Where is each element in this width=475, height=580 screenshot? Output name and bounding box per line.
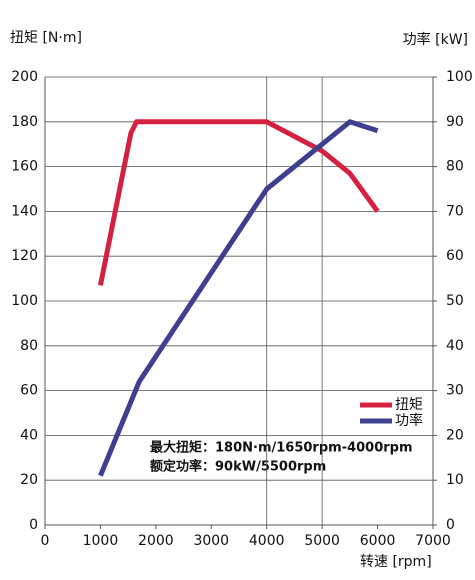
y2-tick-label: 10: [446, 472, 464, 488]
x-tick-label: 7000: [415, 533, 451, 549]
x-tick-label: 2000: [138, 533, 174, 549]
y-tick-label: 140: [11, 203, 38, 219]
y2-tick-label: 100: [446, 69, 473, 85]
y2-tick-label: 0: [446, 517, 455, 533]
y2-axis-label: 功率 [kW]: [403, 31, 468, 48]
legend-label: 功率: [395, 412, 423, 429]
y-axis-label: 扭矩 [N·m]: [10, 30, 82, 46]
y2-tick-label: 30: [446, 383, 464, 399]
y2-tick-label: 50: [446, 293, 464, 309]
annotation: 额定功率：90kW/5500rpm: [150, 459, 326, 475]
y2-tick-label: 20: [446, 427, 464, 443]
y2-tick-label: 60: [446, 248, 464, 264]
x-tick-label: 0: [41, 533, 50, 549]
y-tick-label: 20: [20, 472, 38, 488]
x-tick-label: 5000: [304, 533, 340, 549]
x-tick-label: 1000: [83, 533, 119, 549]
y-tick-label: 60: [20, 383, 38, 399]
y-tick-label: 160: [11, 159, 38, 175]
x-axis-label: 转速 [rpm]: [360, 554, 432, 570]
y2-tick-label: 70: [446, 203, 464, 219]
y2-tick-label: 40: [446, 338, 464, 354]
y-tick-label: 0: [29, 517, 38, 533]
annotation: 最大扭矩：180N·m/1650rpm-4000rpm: [150, 440, 413, 456]
y2-tick-label: 90: [446, 114, 464, 130]
y-tick-label: 200: [11, 69, 38, 85]
y-tick-label: 80: [20, 338, 38, 354]
x-tick-label: 3000: [193, 533, 229, 549]
x-tick-label: 6000: [360, 533, 396, 549]
y-tick-label: 100: [11, 293, 38, 309]
y-tick-label: 180: [11, 114, 38, 130]
y-tick-label: 40: [20, 427, 38, 443]
line: [98, 119, 379, 477]
legend-label: 扭矩: [395, 397, 423, 413]
x-tick-label: 4000: [249, 533, 285, 549]
y-tick-label: 120: [11, 248, 38, 264]
y2-tick-label: 80: [446, 159, 464, 175]
line: [97, 119, 380, 286]
